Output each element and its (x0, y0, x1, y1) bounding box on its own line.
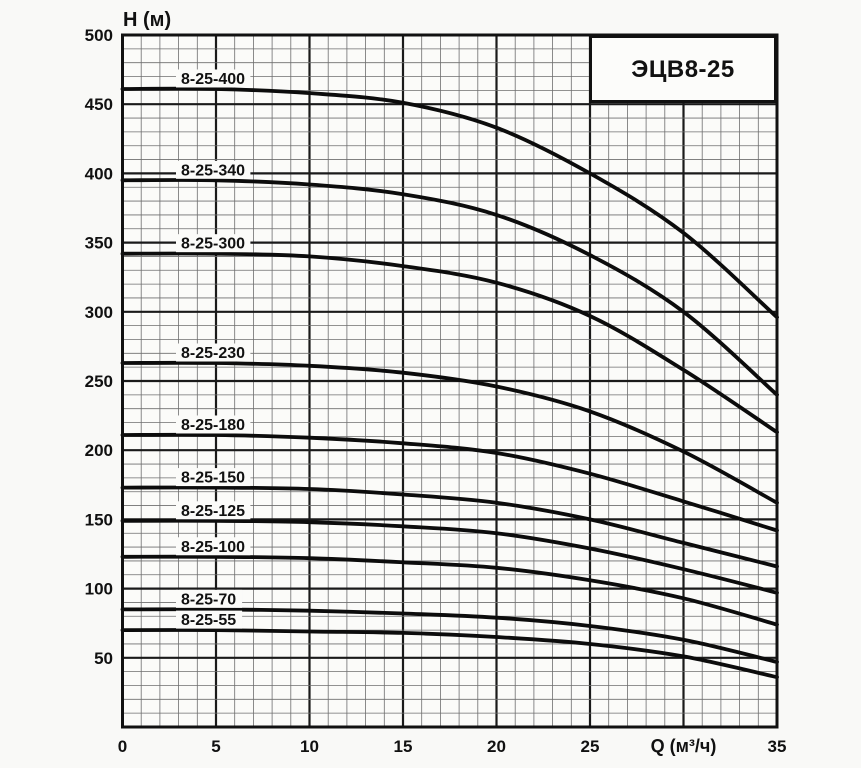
curve-8-25-55 (120, 628, 779, 680)
y-tick-400: 400 (85, 164, 113, 183)
curve-8-25-340 (120, 178, 779, 397)
x-tick-35: 35 (768, 737, 787, 756)
curve-label-mask-8-25-70 (176, 589, 243, 608)
curve-label-mask-8-25-180 (176, 415, 251, 434)
curve-label-8-25-70: 8-25-70 (181, 591, 236, 608)
curve-label-mask-8-25-300 (176, 234, 251, 253)
curve-label-8-25-230: 8-25-230 (181, 345, 245, 362)
y-tick-50: 50 (94, 649, 113, 668)
y-tick-100: 100 (85, 580, 113, 599)
curve-label-8-25-180: 8-25-180 (181, 417, 245, 434)
y-tick-350: 350 (85, 234, 113, 253)
y-tick-150: 150 (85, 510, 113, 529)
x-tick-15: 15 (394, 737, 413, 756)
curve-8-25-150 (120, 485, 779, 569)
x-tick-0: 0 (118, 737, 127, 756)
curve-label-mask-8-25-100 (176, 537, 251, 556)
x-tick-20: 20 (487, 737, 506, 756)
model-title-box-frame (589, 35, 777, 103)
model-title-box: ЭЦВ8-25 (589, 35, 777, 103)
curve-label-mask-8-25-55 (176, 610, 243, 629)
curve-label-8-25-125: 8-25-125 (181, 503, 245, 520)
curve-label-8-25-55: 8-25-55 (181, 612, 236, 629)
x-axis-title: Q (м³/ч) (651, 736, 717, 756)
curve-label-mask-8-25-125 (176, 501, 251, 520)
curve-8-25-400 (120, 86, 779, 320)
plot-border (121, 33, 779, 729)
curve-label-8-25-340: 8-25-340 (181, 162, 245, 179)
curve-8-25-180 (120, 432, 779, 533)
curve-labels: 8-25-400 8-25-340 8-25-300 8-25-230 8-25-180… (176, 69, 251, 629)
curve-8-25-70 (120, 607, 779, 664)
y-axis-title: H (м) (123, 9, 171, 31)
y-tick-450: 450 (85, 95, 113, 114)
chart-title: ЭЦВ8-25 (631, 56, 734, 83)
y-axis-tick-labels: 500 450 400 350 300 250 200 150 100 50 (85, 26, 113, 668)
curve-label-mask-8-25-400 (176, 69, 251, 88)
x-tick-5: 5 (211, 737, 220, 756)
curve-label-mask-8-25-230 (176, 343, 251, 362)
curve-label-8-25-150: 8-25-150 (181, 470, 245, 487)
curve-8-25-230 (120, 360, 779, 505)
curve-8-25-300 (120, 251, 779, 435)
pump-curves (120, 86, 779, 680)
y-tick-500: 500 (85, 26, 113, 45)
x-axis-tick-labels: 0 5 10 15 20 25 Q (м³/ч) 35 (118, 736, 787, 756)
curve-8-25-100 (120, 554, 779, 627)
y-tick-300: 300 (85, 303, 113, 322)
curve-label-8-25-100: 8-25-100 (181, 539, 245, 556)
x-tick-25: 25 (581, 737, 600, 756)
y-tick-250: 250 (85, 372, 113, 391)
curve-label-8-25-300: 8-25-300 (181, 236, 245, 253)
curve-8-25-125 (120, 518, 779, 595)
curve-label-mask-8-25-340 (176, 160, 251, 179)
curve-label-mask-8-25-150 (176, 468, 251, 487)
x-tick-10: 10 (300, 737, 319, 756)
curve-label-8-25-400: 8-25-400 (181, 71, 245, 88)
y-tick-200: 200 (85, 441, 113, 460)
